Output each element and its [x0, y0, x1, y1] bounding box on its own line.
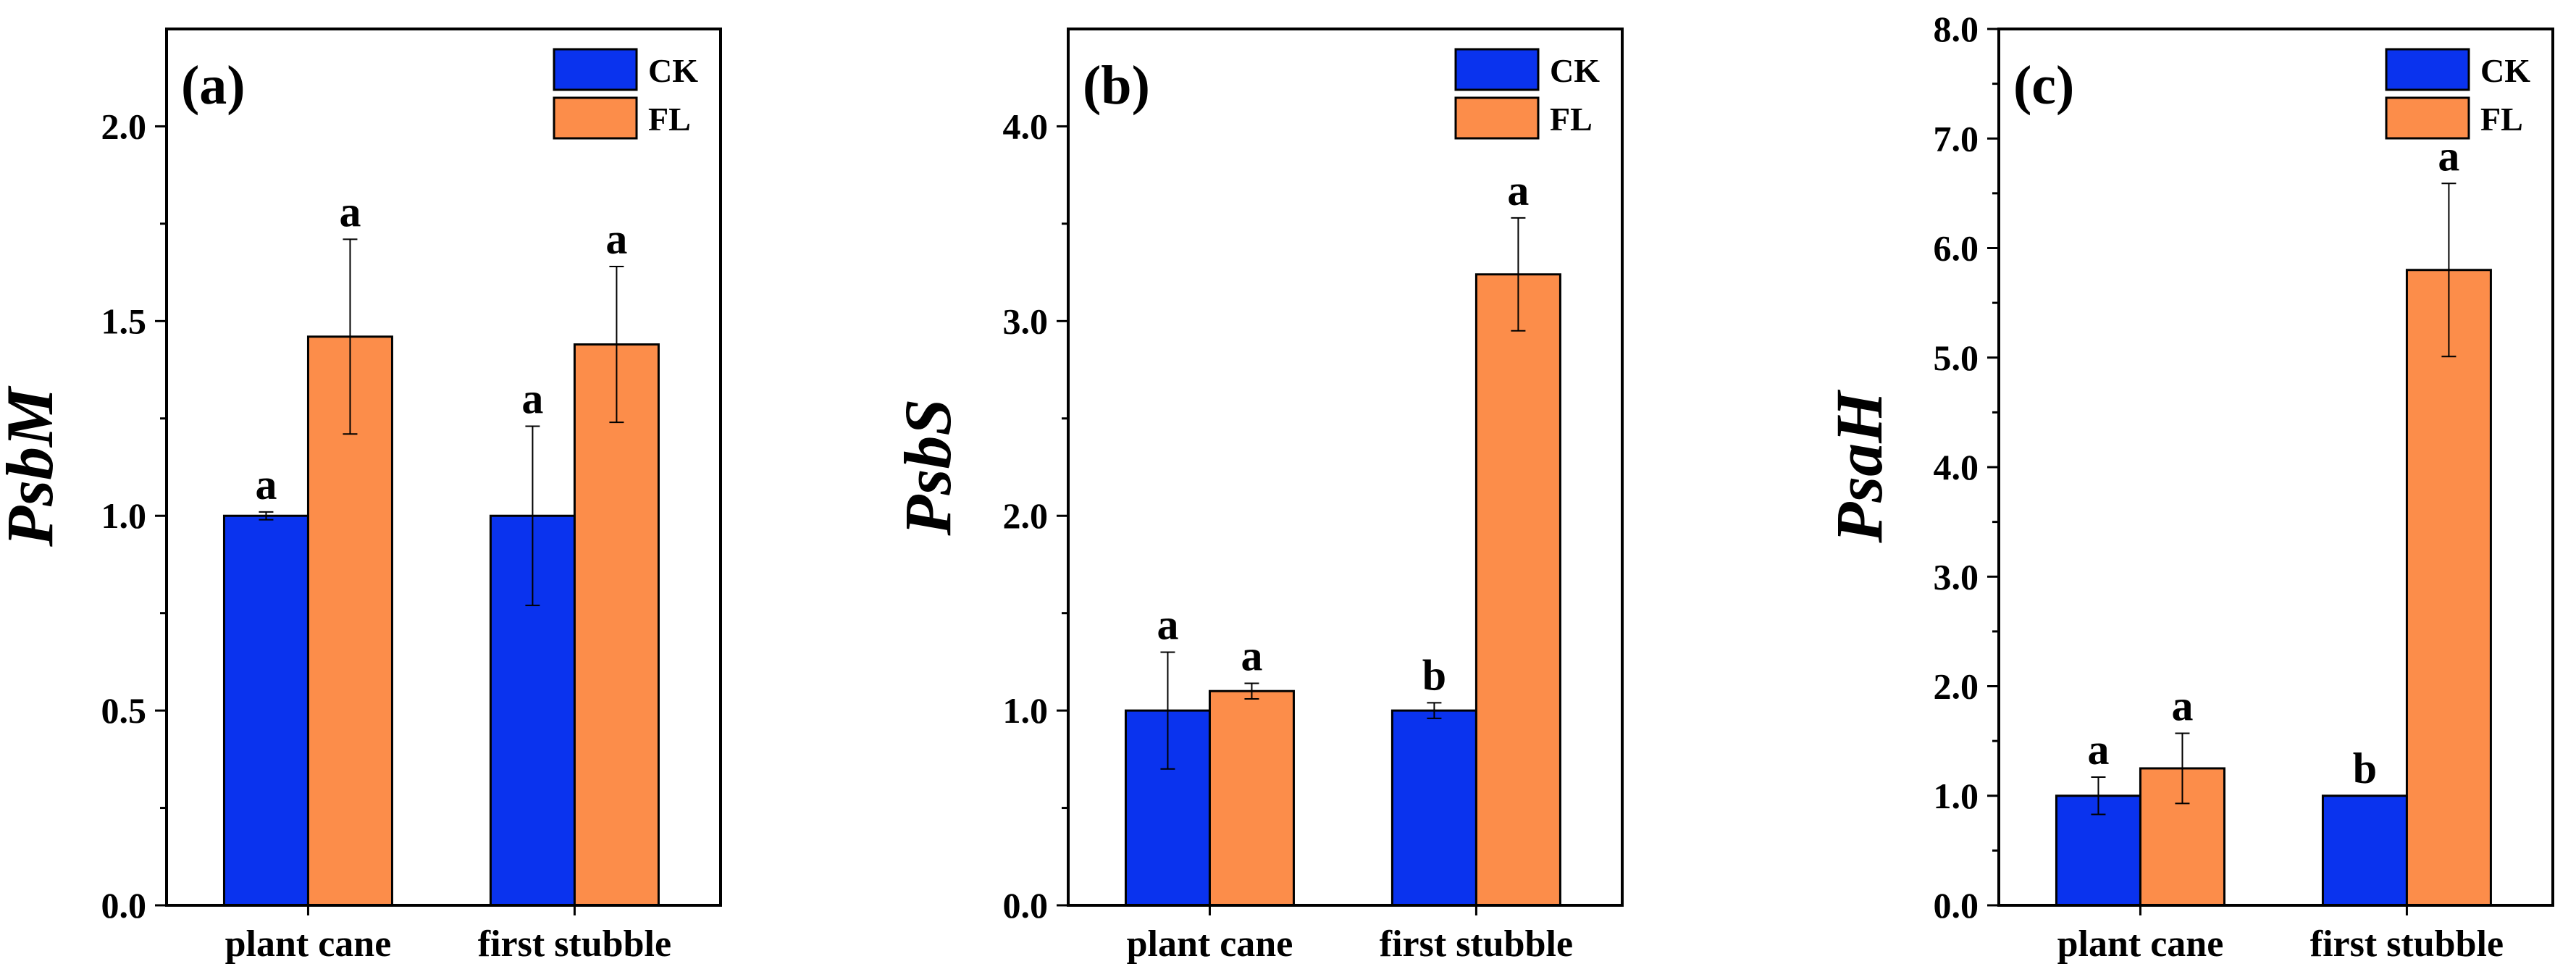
legend-label-fl: FL	[648, 101, 691, 138]
panel-b: 0.0 1.0 2.0 3.0 4.0 PsbS plant cane a a first stu…	[891, 28, 1624, 965]
y-tick-label: 6.0	[1934, 228, 1979, 269]
y-tick-label: 0.0	[101, 885, 147, 926]
x-tick-label: first stubble	[478, 923, 671, 965]
y-tick-label: 0.0	[1003, 885, 1049, 926]
y-tick-label: 2.0	[1003, 495, 1049, 536]
legend-swatch-ck	[1454, 48, 1540, 91]
y-tick-label: 1.0	[1003, 690, 1049, 731]
significance-letter: a	[521, 375, 543, 423]
significance-letter: a	[2087, 726, 2109, 773]
y-tick-label: 4.0	[1003, 106, 1049, 146]
x-tick-label: plant cane	[225, 923, 392, 965]
significance-letter: a	[605, 215, 627, 263]
bar-ck	[2321, 794, 2408, 907]
legend-swatch-fl	[1454, 96, 1540, 140]
panel-label: (b)	[1083, 55, 1150, 116]
plot-frame	[1067, 28, 1624, 907]
legend-label-ck: CK	[648, 52, 698, 89]
y-axis-label: PsbS	[891, 398, 965, 536]
significance-letter: a	[339, 188, 361, 235]
significance-letter: b	[1422, 651, 1446, 699]
x-tick-label: plant cane	[2057, 923, 2224, 965]
x-tick-label: first stubble	[1380, 923, 1573, 965]
bar-ck	[1390, 709, 1477, 907]
y-axis-label: PsbM	[0, 385, 67, 548]
legend-swatch-fl	[553, 96, 638, 140]
bar-fl	[1208, 689, 1295, 907]
plot-frame	[1997, 28, 2554, 907]
bar-fl	[1474, 273, 1561, 907]
y-tick-label: 1.0	[101, 495, 147, 536]
significance-letter: b	[2353, 745, 2377, 792]
significance-letter: a	[1241, 632, 1262, 679]
y-tick-label: 5.0	[1934, 337, 1979, 378]
y-tick-label: 2.0	[101, 106, 147, 146]
significance-letter: a	[2171, 682, 2193, 730]
panel-label: (a)	[181, 55, 246, 116]
legend-label-fl: FL	[2480, 101, 2523, 138]
y-tick-label: 3.0	[1934, 556, 1979, 597]
y-tick-label: 7.0	[1934, 118, 1979, 159]
legend-swatch-ck	[2385, 48, 2470, 91]
legend-label-ck: CK	[1550, 52, 1600, 89]
legend-swatch-fl	[2385, 96, 2470, 140]
panel-label: (c)	[2013, 55, 2074, 116]
y-tick-label: 8.0	[1934, 9, 1979, 49]
y-tick-label: 4.0	[1934, 447, 1979, 487]
legend-label-fl: FL	[1550, 101, 1593, 138]
y-tick-label: 3.0	[1003, 301, 1049, 341]
significance-letter: a	[2438, 132, 2459, 180]
bar-fl	[573, 343, 660, 907]
y-axis-label: PsaH	[1822, 390, 1896, 544]
significance-letter: a	[1157, 600, 1178, 648]
bar-ck	[222, 514, 309, 907]
x-tick-label: first stubble	[2310, 923, 2504, 965]
y-tick-label: 1.0	[1934, 776, 1979, 816]
panel-c: 0.0 1.0 2.0 3.0 4.0 5.0 6.0 7.0 8.0 PsaH plant can…	[1822, 9, 2554, 965]
legend-swatch-ck	[553, 48, 638, 91]
plot-frame	[165, 28, 722, 907]
significance-letter: a	[1507, 167, 1529, 214]
y-tick-label: 1.5	[101, 301, 147, 341]
panel-a: 0.0 0.5 1.0 1.5 2.0 PsbM plant cane a a first stu…	[0, 28, 722, 965]
significance-letter: a	[255, 461, 277, 508]
y-tick-label: 0.5	[101, 690, 147, 731]
y-tick-label: 0.0	[1934, 885, 1979, 926]
bar-fl	[2405, 269, 2492, 907]
x-tick-label: plant cane	[1127, 923, 1293, 965]
legend-label-ck: CK	[2480, 52, 2530, 89]
y-tick-label: 2.0	[1934, 666, 1979, 707]
